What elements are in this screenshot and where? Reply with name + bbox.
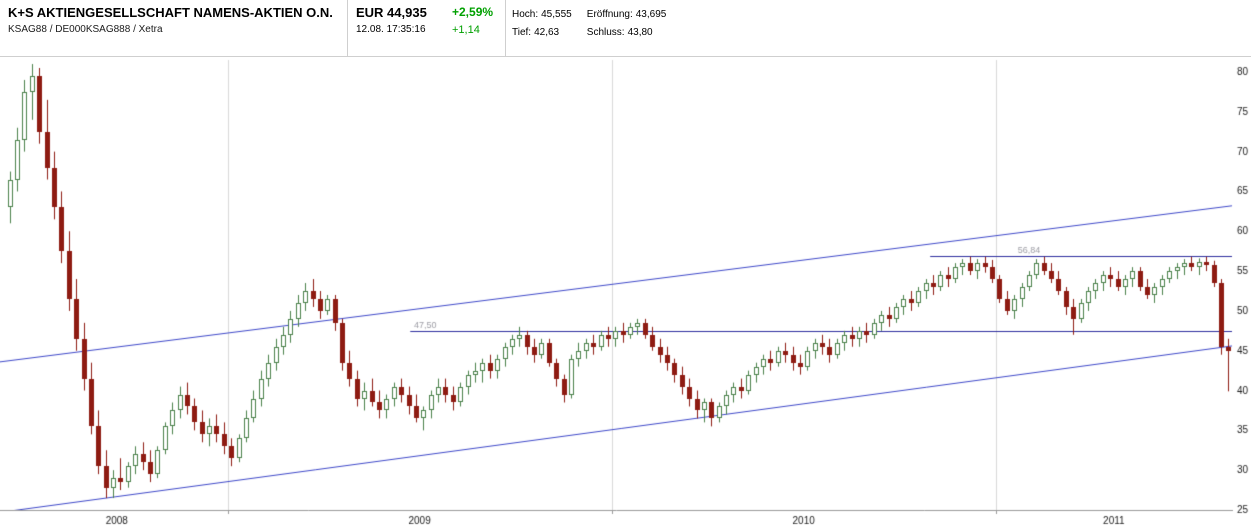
stat-hoch: Hoch: 45,555 xyxy=(512,6,584,24)
stat-schluss: Schluss: 43,80 xyxy=(587,24,653,42)
stat-value-eroeffnung: 43,695 xyxy=(635,9,667,20)
daily-stats: Hoch: 45,555 Eröffnung: 43,695 Tief: 42,63 … xyxy=(512,6,666,42)
stat-value-schluss: 43,80 xyxy=(627,27,653,38)
stat-label-tief: Tief: xyxy=(512,27,532,38)
instrument-title: K+S AKTIENGESELLSCHAFT NAMENS-AKTIEN O.N… xyxy=(8,5,333,20)
stats-row-2: Tief: 42,63 Schluss: 43,80 xyxy=(512,24,666,42)
stat-value-hoch: 45,555 xyxy=(541,9,572,20)
stats-row-1: Hoch: 45,555 Eröffnung: 43,695 xyxy=(512,6,666,24)
current-price: EUR 44,935 xyxy=(356,5,427,20)
change-percent: +2,59% xyxy=(452,5,494,19)
quote-header: K+S AKTIENGESELLSCHAFT NAMENS-AKTIEN O.N… xyxy=(0,0,1251,57)
stat-label-schluss: Schluss: xyxy=(586,27,625,38)
candlestick-chart[interactable] xyxy=(0,57,1251,530)
stat-label-hoch: Hoch: xyxy=(512,9,539,20)
stat-value-tief: 42,63 xyxy=(534,27,560,38)
stat-eroeffnung: Eröffnung: 43,695 xyxy=(587,6,667,24)
change-absolute: +1,14 xyxy=(452,24,480,36)
instrument-ids: KSAG88 / DE000KSAG888 / Xetra xyxy=(8,24,163,35)
stat-label-eroeffnung: Eröffnung: xyxy=(586,9,633,20)
header-divider-1 xyxy=(347,0,348,56)
header-divider-2 xyxy=(505,0,506,56)
quote-timestamp: 12.08. 17:35:16 xyxy=(356,24,426,35)
stat-tief: Tief: 42,63 xyxy=(512,24,584,42)
chart-area xyxy=(0,57,1251,530)
